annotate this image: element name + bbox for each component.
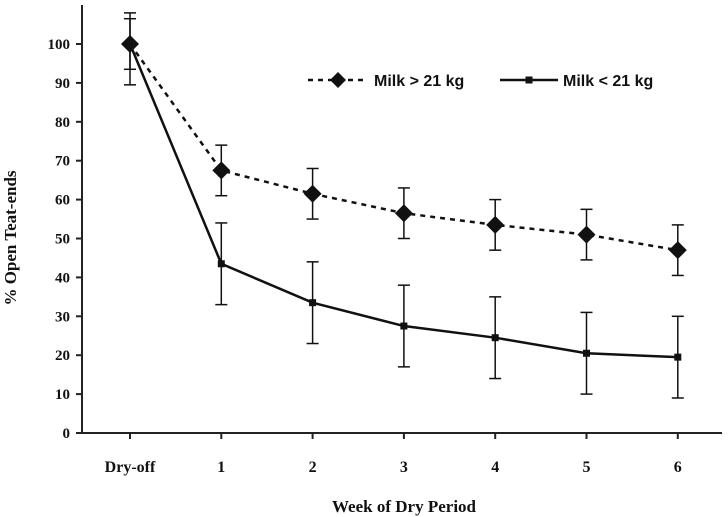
x-tick-label: Dry-off: [105, 459, 156, 476]
y-tick-label: 20: [55, 348, 70, 364]
y-tick-label: 100: [48, 37, 71, 53]
data-point-diamond: [577, 225, 596, 244]
y-tick-label: 40: [55, 270, 70, 286]
x-tick-label: 2: [309, 459, 317, 476]
legend-label: Milk < 21 kg: [563, 73, 653, 90]
y-tick-label: 80: [55, 115, 70, 131]
data-point-square: [674, 353, 682, 361]
x-tick-label: 5: [583, 459, 591, 476]
y-axis-ticks: 0 10 20 30 40 50 60 70 80 90 100: [48, 37, 82, 442]
y-tick-label: 30: [55, 309, 70, 325]
x-tick-label: 3: [400, 459, 408, 476]
data-point-square: [126, 40, 134, 48]
y-tick-label: 60: [55, 193, 70, 209]
data-point-square: [491, 334, 499, 342]
data-point-diamond: [668, 241, 687, 260]
y-tick-label: 70: [55, 154, 70, 170]
data-point-diamond: [486, 215, 505, 234]
legend-label: Milk > 21 kg: [374, 73, 464, 90]
data-point-square: [400, 322, 408, 330]
x-tick-label: 6: [674, 459, 682, 476]
data-point-diamond: [212, 161, 231, 180]
data-point-diamond: [303, 184, 322, 203]
legend-item-1: Milk > 21 kg: [308, 72, 464, 90]
legend: Milk > 21 kg Milk < 21 kg: [308, 72, 653, 90]
x-tick-label: 1: [217, 459, 225, 476]
y-axis-title: % Open Teat-ends: [1, 170, 20, 305]
x-axis-title: Week of Dry Period: [332, 497, 477, 516]
y-tick-label: 10: [55, 387, 70, 403]
x-axis-ticks: Dry-off 1 2 3 4 5 6: [105, 433, 682, 476]
y-tick-label: 0: [63, 426, 71, 442]
axes: [81, 5, 722, 434]
legend-swatch-marker: [330, 72, 346, 88]
data-point-square: [309, 299, 317, 307]
legend-item-2: Milk < 21 kg: [500, 73, 653, 90]
series-1: [121, 17, 687, 277]
x-tick-label: 4: [491, 459, 499, 476]
series-layer: [121, 12, 687, 399]
data-point-square: [217, 260, 225, 268]
y-tick-label: 50: [55, 232, 70, 248]
legend-swatch-marker: [525, 76, 533, 84]
y-tick-label: 90: [55, 76, 70, 92]
series-2: [124, 12, 684, 399]
data-point-square: [583, 349, 590, 357]
data-point-diamond: [394, 204, 413, 223]
